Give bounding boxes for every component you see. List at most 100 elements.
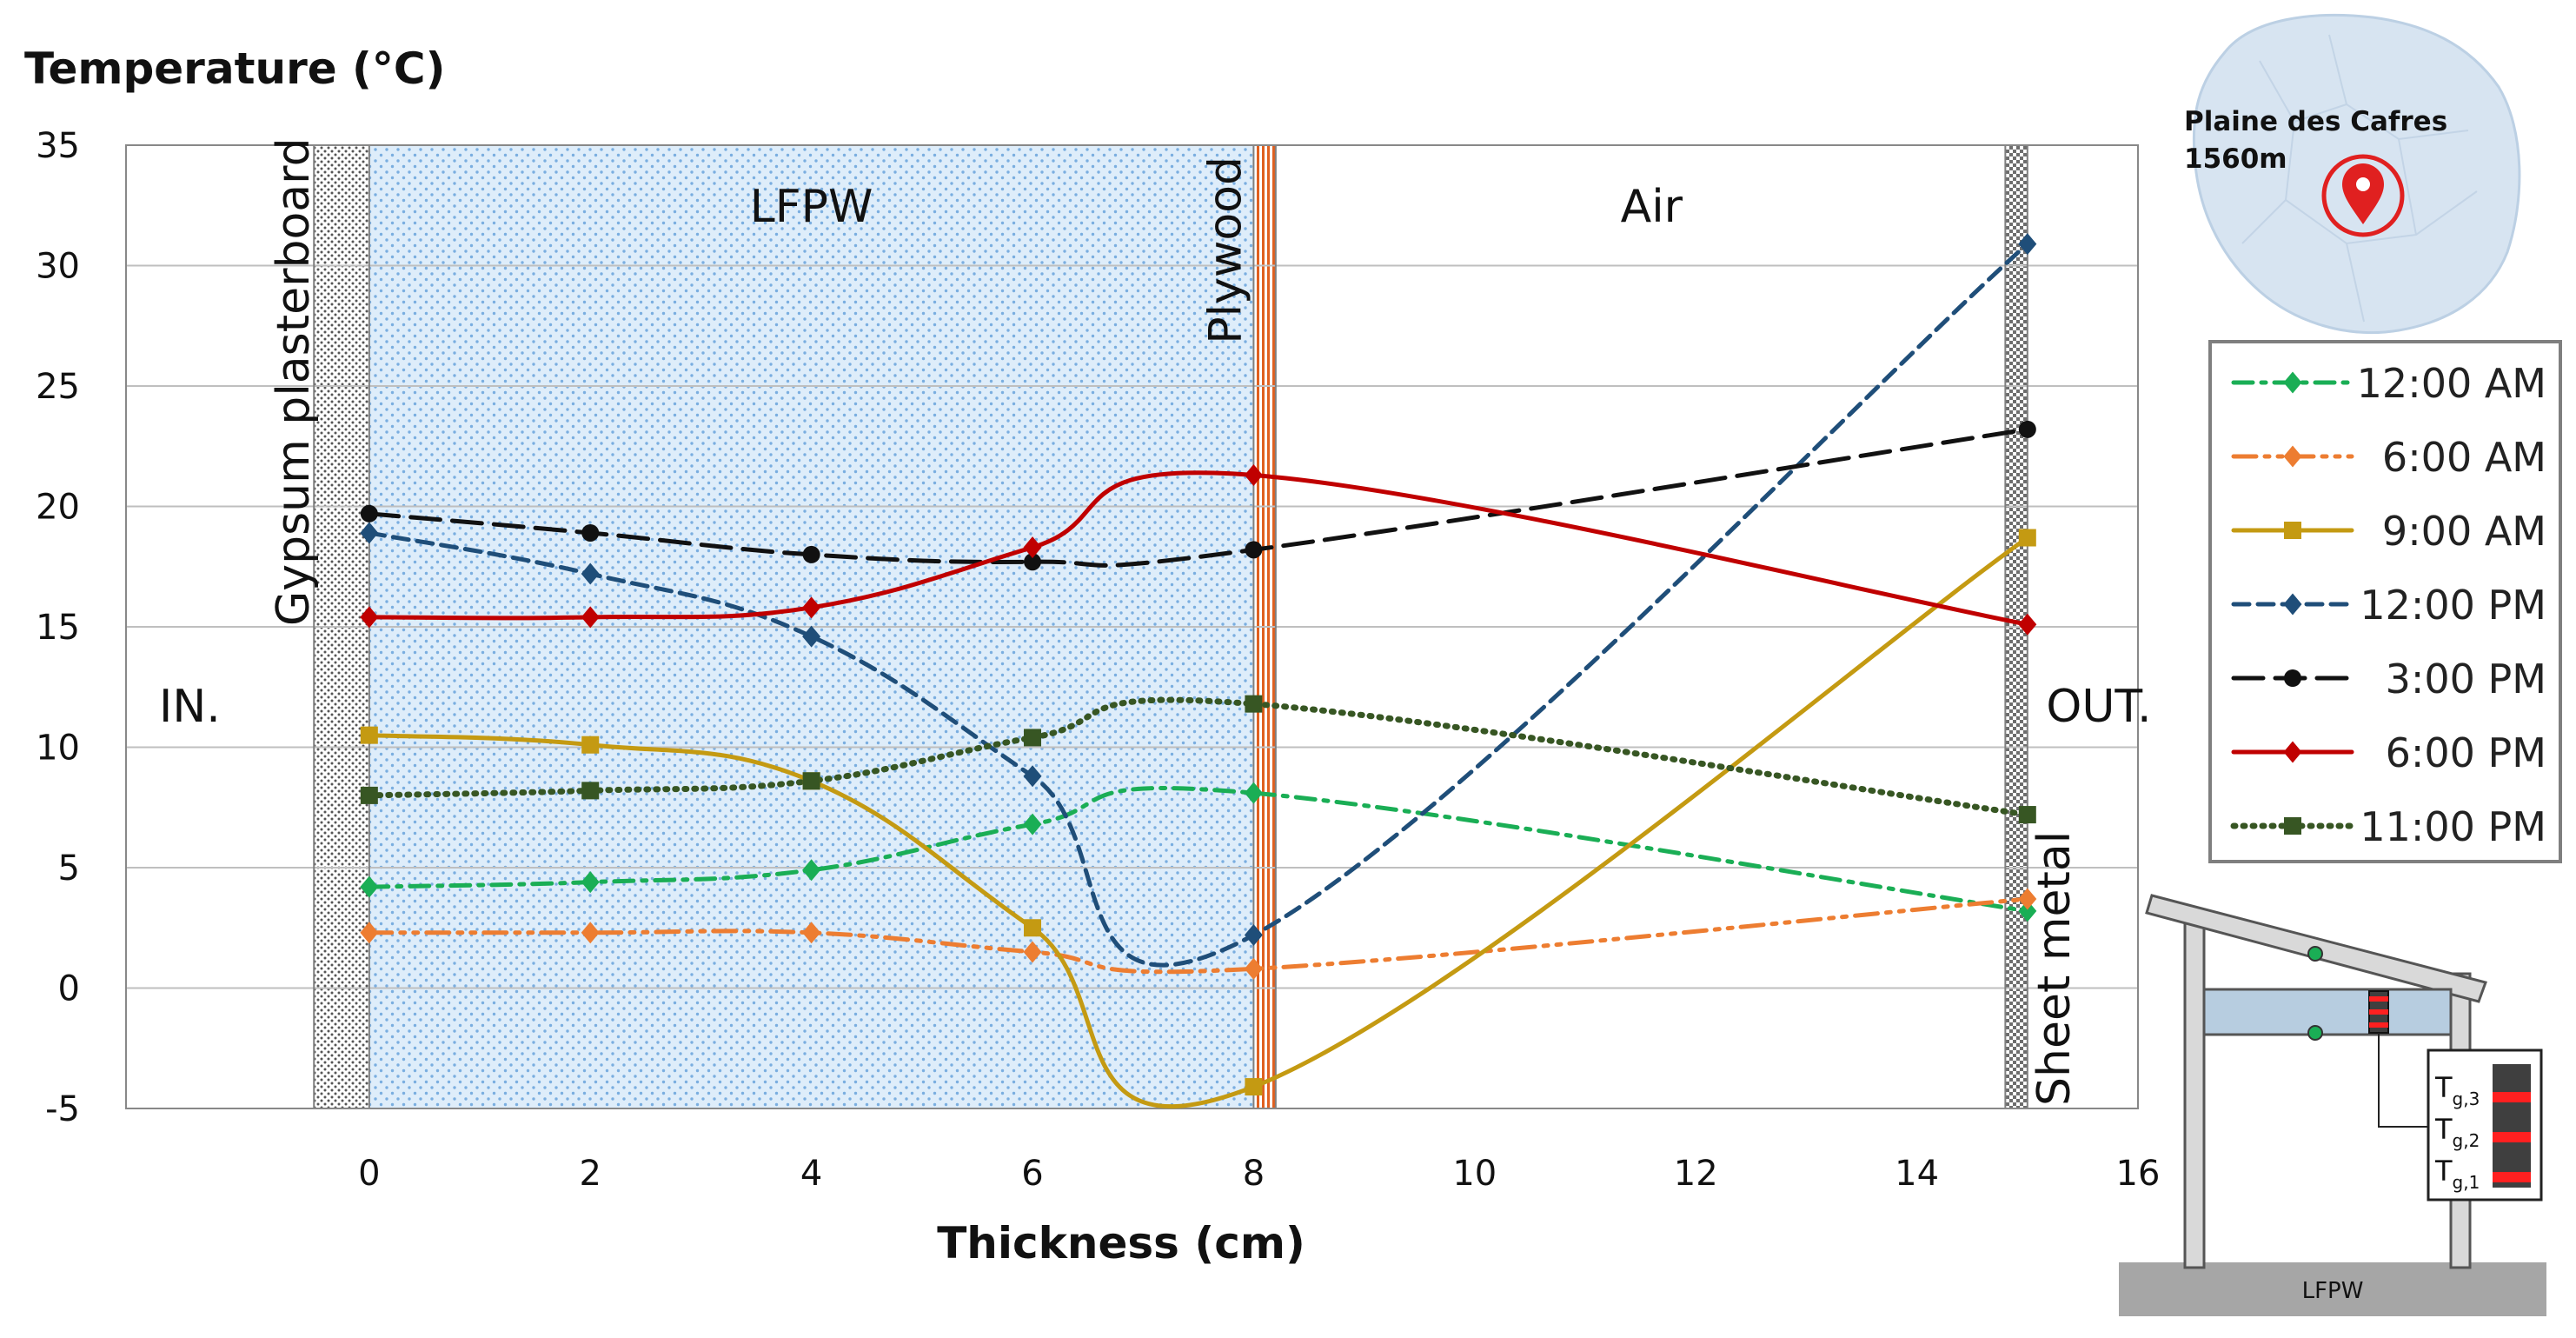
data-point-12-00-pm: [1244, 924, 1263, 947]
sensor-label-g2: Tg,2: [2434, 1113, 2480, 1151]
x-tick-label: 2: [580, 1154, 601, 1194]
data-point-9-00-am: [360, 726, 378, 744]
data-point-12-00-pm: [581, 562, 600, 585]
data-point-11-00-pm: [2018, 806, 2036, 824]
y-tick-label: 10: [36, 729, 80, 769]
legend-marker: [2283, 371, 2302, 394]
legend-label: 6:00 AM: [2382, 434, 2546, 481]
x-tick-label: 4: [800, 1154, 822, 1194]
data-point-6-00-pm: [2018, 613, 2037, 636]
data-point-6-00-pm: [360, 606, 379, 629]
data-point-3-00-pm: [581, 523, 600, 542]
data-point-6-00-am: [360, 922, 379, 944]
y-tick-label: 5: [58, 849, 80, 889]
y-axis-title: Temperature (°C): [24, 43, 445, 94]
data-point-3-00-pm: [1245, 541, 1263, 559]
legend-marker: [2283, 593, 2302, 616]
legend-label: 11:00 PM: [2360, 803, 2546, 850]
location-pin-icon: [2321, 154, 2405, 237]
series-line-12-00-pm: [367, 242, 2030, 968]
x-tick-label: 14: [1895, 1154, 1939, 1194]
data-point-9-00-am: [1245, 1078, 1263, 1096]
legend-marker: [2284, 522, 2301, 539]
map-altitude: 1560m: [2184, 143, 2287, 175]
sensor-label-g1: Tg,1: [2434, 1155, 2480, 1193]
series-line-9-00-am: [367, 536, 2030, 1108]
data-point-12-00-pm: [802, 625, 821, 648]
floor-label: LFPW: [2302, 1278, 2364, 1304]
y-tick-label: 20: [36, 488, 80, 528]
x-tick-label: 8: [1243, 1154, 1265, 1194]
lfpw-label: LFPW: [750, 181, 873, 233]
air-label: Air: [1621, 181, 1683, 233]
data-point-12-00-am: [360, 875, 379, 898]
x-tick-label: 16: [2116, 1154, 2161, 1194]
data-point-3-00-pm: [2018, 420, 2036, 438]
data-point-11-00-pm: [1024, 729, 1042, 747]
legend: 12:00 AM 6:00 AM 9:00 AM 12:00 PM 3:00 PM 6:0…: [2208, 340, 2562, 863]
data-point-11-00-pm: [1245, 695, 1263, 713]
data-point-9-00-am: [1024, 919, 1042, 937]
roof-schematic: LFPW Tg,3 Tg,2 Tg,1: [2119, 894, 2546, 1316]
map-place-name: Plaine des Cafres: [2184, 106, 2447, 137]
sensor-label-g3: Tg,3: [2434, 1071, 2480, 1109]
data-point-6-00-am: [802, 922, 821, 944]
data-point-9-00-am: [581, 736, 600, 754]
data-point-6-00-pm: [802, 596, 821, 619]
data-point-6-00-pm: [1023, 536, 1042, 559]
data-point-11-00-pm: [802, 772, 820, 790]
data-point-6-00-am: [1244, 957, 1263, 980]
data-point-12-00-am: [581, 871, 600, 894]
data-point-11-00-pm: [581, 782, 600, 800]
y-tick-label: -5: [45, 1089, 80, 1129]
data-point-12-00-am: [1023, 813, 1042, 835]
y-tick-label: 15: [36, 608, 80, 648]
legend-label: 12:00 PM: [2360, 582, 2546, 629]
data-point-12-00-am: [802, 859, 821, 882]
y-tick-label: 25: [36, 367, 80, 407]
legend-marker: [2283, 741, 2302, 763]
data-point-9-00-am: [2018, 529, 2036, 547]
inside-label: IN.: [159, 681, 221, 733]
data-point-6-00-pm: [581, 606, 600, 629]
legend-marker: [2284, 669, 2301, 687]
data-point-6-00-am: [581, 922, 600, 944]
data-point-12-00-pm: [2018, 233, 2037, 256]
data-point-3-00-pm: [360, 504, 378, 523]
x-tick-label: 10: [1452, 1154, 1497, 1194]
plywood-label: Plywood: [1200, 156, 1252, 344]
sheet-metal-label: Sheet metal: [2028, 831, 2081, 1106]
data-point-6-00-am: [1023, 941, 1042, 963]
outside-label: OUT.: [2046, 681, 2151, 733]
data-point-12-00-am: [2018, 900, 2037, 922]
gypsum-label: Gypsum plasterboard: [268, 137, 320, 626]
sensor-dot: [2307, 1025, 2323, 1041]
data-point-6-00-pm: [1244, 463, 1263, 486]
legend-label: 3:00 PM: [2386, 656, 2546, 702]
x-tick-label: 0: [358, 1154, 380, 1194]
legend-marker: [2283, 445, 2302, 468]
sensor-dot: [2307, 946, 2323, 962]
legend-label: 9:00 AM: [2382, 508, 2546, 555]
x-axis-title: Thickness (cm): [937, 1218, 1305, 1268]
legend-label: 12:00 AM: [2357, 360, 2546, 407]
data-point-11-00-pm: [360, 786, 378, 804]
map-inset: Plaine des Cafres 1560m: [2184, 13, 2521, 334]
data-point-12-00-am: [1244, 782, 1263, 804]
plot-frame: [125, 144, 2139, 1109]
data-point-6-00-am: [2018, 888, 2037, 910]
y-tick-label: 0: [58, 969, 80, 1009]
legend-box: [2208, 340, 2562, 863]
x-tick-label: 12: [1674, 1154, 1718, 1194]
legend-label: 6:00 PM: [2386, 729, 2546, 776]
data-point-3-00-pm: [1024, 553, 1042, 571]
y-tick-label: 35: [36, 126, 80, 166]
data-point-12-00-pm: [360, 522, 379, 544]
data-point-3-00-pm: [802, 545, 820, 563]
y-tick-label: 30: [36, 247, 80, 287]
ceiling-panel: [2202, 988, 2453, 1036]
floor-slab: [2119, 1262, 2546, 1316]
legend-marker: [2284, 817, 2301, 835]
data-point-12-00-pm: [1023, 765, 1042, 788]
